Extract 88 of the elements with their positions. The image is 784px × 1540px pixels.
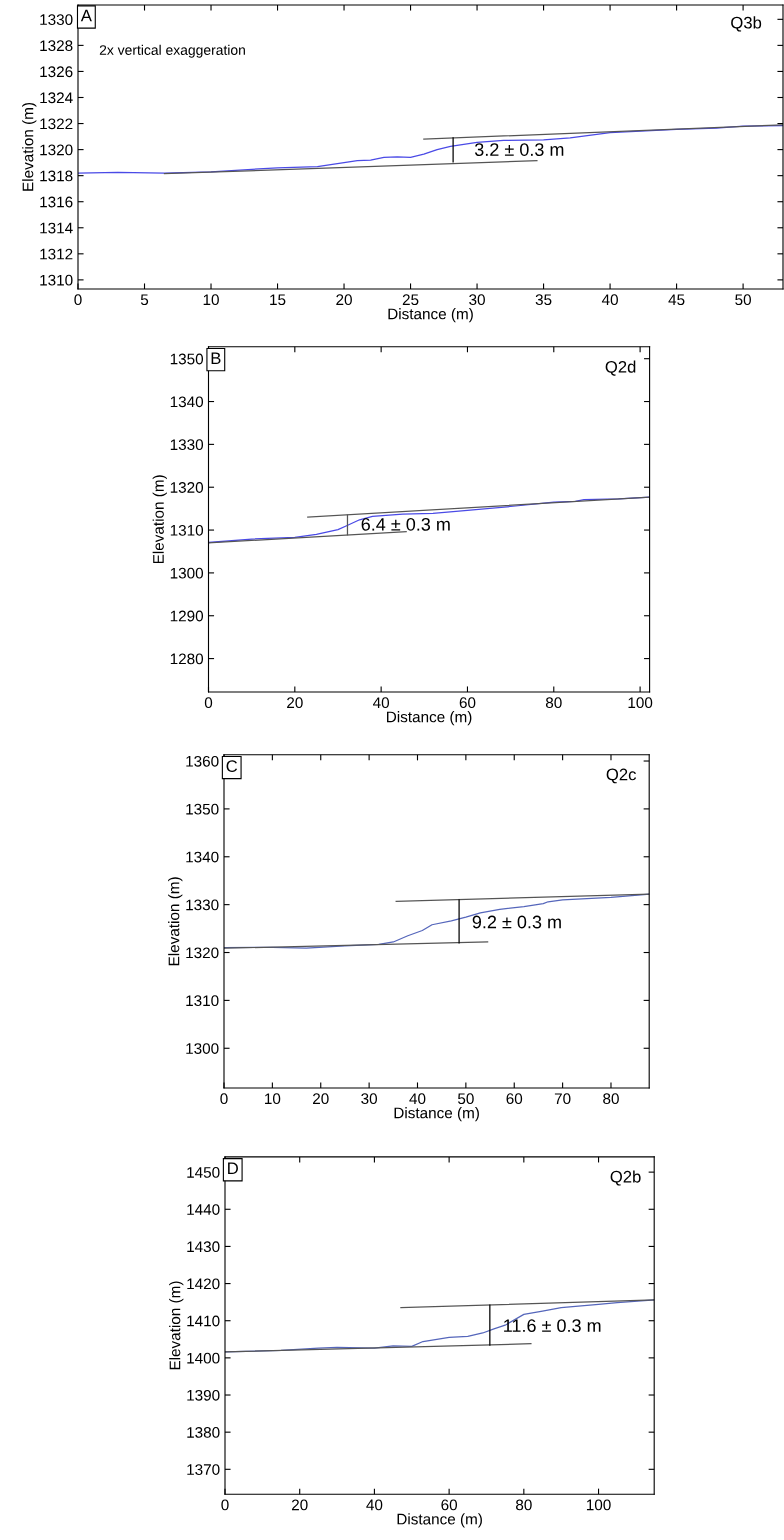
y-axis-title: Elevation (m): [22, 102, 37, 191]
y-tick-label: 1430: [187, 1241, 220, 1253]
y-tick-label: 1410: [187, 1315, 220, 1327]
x-tick-label: 100: [628, 697, 653, 709]
x-tick-label: 20: [313, 1093, 329, 1105]
annotation: Q2d: [605, 360, 636, 376]
x-tick-label: 40: [366, 1499, 383, 1511]
y-tick-label: 1330: [170, 439, 204, 451]
y-tick-label: 1322: [40, 118, 73, 130]
y-tick-label: 1300: [170, 567, 204, 579]
y-tick-label: 1318: [40, 170, 73, 182]
y-tick-label: 1316: [40, 196, 73, 208]
y-tick-label: 1312: [40, 248, 73, 260]
y-tick-label: 1320: [40, 144, 73, 156]
annotation: A: [80, 9, 92, 22]
x-tick-label: 60: [506, 1093, 523, 1105]
y-tick-label: 1290: [170, 610, 204, 622]
x-tick-label: 15: [270, 294, 286, 306]
y-tick-label: 1328: [40, 40, 73, 52]
y-tick-label: 1400: [187, 1352, 220, 1364]
x-axis-title: Distance (m): [397, 1513, 482, 1528]
x-tick-label: 35: [535, 294, 552, 306]
y-tick-label: 1320: [170, 482, 204, 493]
annotation: 11.6 ± 0.3 m: [504, 1319, 601, 1333]
y-tick-label: 1420: [187, 1278, 220, 1290]
y-tick-label: 1280: [170, 653, 204, 665]
x-tick-label: 100: [586, 1499, 611, 1511]
y-tick-label: 1390: [187, 1389, 220, 1401]
x-tick-label: 70: [554, 1093, 571, 1105]
x-tick-label: 0: [221, 1499, 229, 1511]
x-tick-label: 40: [409, 1093, 426, 1105]
annotation: 2x vertical exaggeration: [99, 44, 245, 58]
annotation: B: [211, 352, 221, 364]
y-tick-label: 1450: [187, 1167, 220, 1178]
x-tick-label: 50: [735, 294, 751, 306]
annotation: D: [228, 1162, 238, 1175]
annotation: 9.2 ± 0.3 m: [472, 915, 561, 929]
x-tick-label: 80: [545, 697, 562, 709]
x-tick-label: 80: [603, 1093, 619, 1105]
y-tick-label: 1440: [187, 1204, 220, 1215]
x-axis-title: Distance (m): [394, 1107, 479, 1122]
y-tick-label: 1314: [40, 222, 73, 234]
y-tick-label: 1330: [186, 899, 219, 911]
y-tick-label: 1350: [170, 353, 204, 365]
y-tick-label: 1320: [186, 947, 219, 959]
x-tick-label: 30: [469, 294, 485, 306]
y-tick-label: 1326: [40, 66, 73, 78]
x-tick-label: 5: [140, 294, 149, 306]
x-tick-label: 10: [265, 1093, 281, 1105]
annotation: Q2c: [606, 768, 637, 784]
annotation: 6.4 ± 0.3 m: [361, 517, 450, 531]
y-tick-label: 1310: [40, 274, 73, 286]
x-tick-label: 25: [402, 294, 419, 306]
x-tick-label: 30: [361, 1093, 378, 1105]
x-axis-title: Distance (m): [387, 711, 472, 726]
y-tick-label: 1350: [186, 803, 219, 815]
y-tick-label: 1370: [187, 1464, 220, 1475]
x-tick-label: 10: [203, 294, 219, 306]
x-tick-label: 20: [287, 697, 303, 709]
y-tick-label: 1340: [186, 851, 219, 863]
x-tick-label: 60: [459, 697, 476, 709]
x-tick-label: 45: [668, 294, 685, 306]
y-axis-title: Elevation (m): [168, 877, 183, 966]
y-axis-title: Elevation (m): [169, 1281, 184, 1370]
annotation: 3.2 ± 0.3 m: [474, 143, 564, 156]
x-tick-label: 20: [291, 1499, 308, 1511]
x-tick-label: 0: [74, 294, 82, 306]
y-tick-label: 1324: [40, 92, 73, 104]
y-axis-title: Elevation (m): [152, 475, 167, 564]
y-tick-label: 1330: [40, 14, 73, 26]
annotation: Q2b: [610, 1170, 641, 1186]
x-tick-label: 0: [204, 697, 213, 709]
y-tick-label: 1360: [186, 755, 219, 767]
x-tick-label: 20: [336, 294, 352, 306]
y-tick-label: 1310: [170, 524, 204, 536]
y-tick-label: 1340: [170, 396, 204, 408]
annotation: C: [226, 760, 238, 773]
x-tick-label: 60: [441, 1499, 458, 1511]
x-axis-title: Distance (m): [388, 308, 473, 323]
y-tick-label: 1380: [187, 1427, 220, 1438]
x-tick-label: 80: [516, 1499, 532, 1511]
x-tick-label: 0: [220, 1093, 228, 1105]
x-tick-label: 50: [457, 1093, 474, 1105]
annotation: Q3b: [731, 16, 762, 32]
x-tick-label: 40: [601, 294, 618, 306]
y-tick-label: 1310: [186, 995, 219, 1007]
y-tick-label: 1300: [186, 1043, 219, 1054]
x-tick-label: 40: [373, 697, 390, 709]
